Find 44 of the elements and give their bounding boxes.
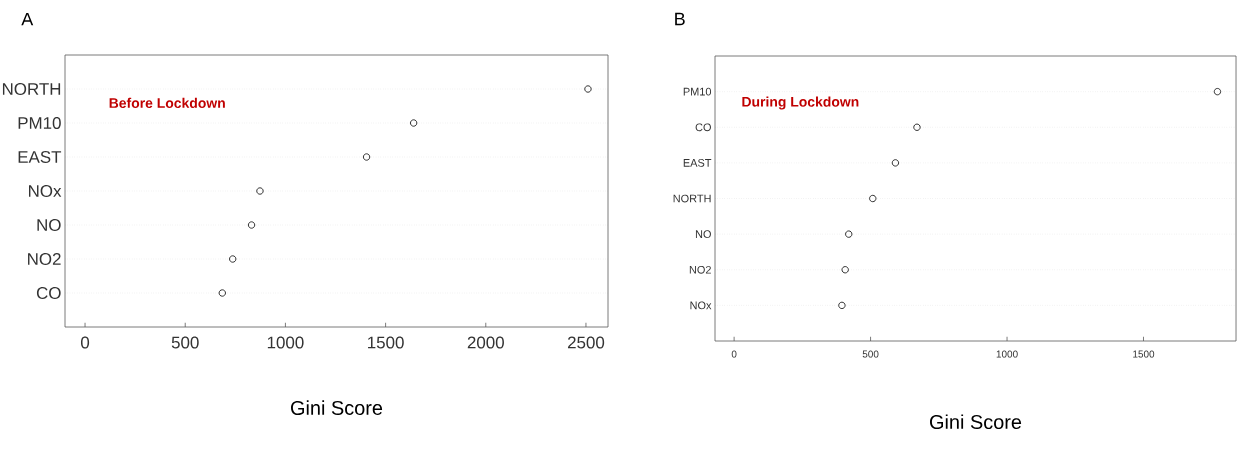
x-tick-label: 2500 (567, 336, 605, 349)
point (229, 255, 237, 263)
x-tick-label: 2000 (467, 336, 504, 349)
point (869, 194, 877, 203)
point (584, 85, 592, 93)
point (913, 123, 921, 131)
x-tick-label: 1500 (1133, 350, 1155, 358)
x-tick-label: 500 (171, 336, 199, 349)
point (247, 221, 256, 229)
x-tick-label: 1000 (996, 350, 1018, 358)
y-tick-label: NO2 (689, 265, 711, 274)
x-tick-label: 0 (731, 350, 737, 358)
point (410, 119, 418, 127)
y-tick-label: NO (695, 230, 711, 239)
point (218, 289, 226, 297)
x-axis-title: Gini Score (290, 400, 383, 415)
y-tick-label: NORTH (673, 194, 711, 203)
y-tick-label: CO (695, 123, 711, 132)
point (362, 153, 371, 161)
y-tick-label: PM10 (18, 117, 61, 130)
point (845, 230, 853, 238)
x-tick-label: 0 (80, 336, 90, 349)
x-tick-label: 1000 (267, 336, 304, 349)
y-tick-label: EAST (18, 151, 62, 164)
annotation: Before Lockdown (109, 97, 225, 108)
point (891, 159, 900, 167)
y-tick-label: PM10 (683, 87, 712, 96)
y-tick-label: NOx (690, 301, 712, 310)
point (1213, 88, 1222, 96)
x-tick-label: 1500 (368, 336, 404, 349)
x-tick-label: 500 (862, 350, 879, 358)
chart-title: B (675, 12, 685, 26)
y-tick-label: NORTH (2, 83, 61, 96)
point (256, 187, 264, 195)
y-tick-label: NO (37, 219, 61, 232)
y-tick-label: NO2 (28, 253, 61, 266)
chart-title: A (21, 12, 34, 26)
y-tick-label: NOx (29, 185, 62, 198)
annotation: During Lockdown (742, 96, 859, 110)
y-tick-label: EAST (683, 159, 712, 167)
y-tick-label: CO (36, 287, 61, 300)
point (841, 266, 849, 274)
point (838, 301, 846, 309)
x-axis-title: Gini Score (930, 414, 1022, 430)
